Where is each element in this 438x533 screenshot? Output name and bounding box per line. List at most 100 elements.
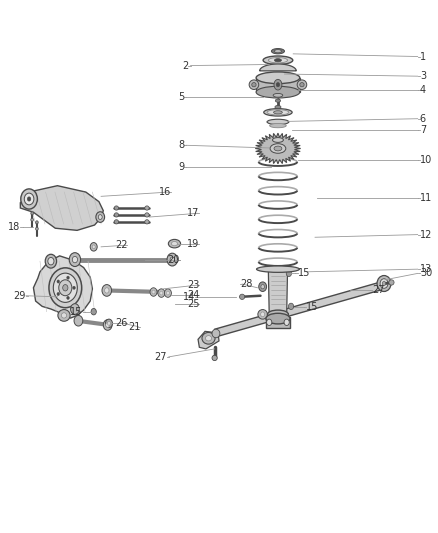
Ellipse shape: [274, 79, 282, 90]
Polygon shape: [260, 64, 296, 71]
Ellipse shape: [212, 329, 220, 338]
Text: 13: 13: [420, 264, 432, 274]
Ellipse shape: [102, 285, 112, 296]
Ellipse shape: [114, 220, 119, 224]
Ellipse shape: [377, 276, 391, 292]
Ellipse shape: [212, 356, 217, 361]
Ellipse shape: [274, 111, 283, 114]
Polygon shape: [256, 78, 300, 92]
Ellipse shape: [105, 288, 109, 293]
Ellipse shape: [267, 119, 289, 125]
Ellipse shape: [276, 83, 280, 87]
Ellipse shape: [268, 310, 288, 319]
Text: 7: 7: [420, 125, 426, 135]
Text: 15: 15: [297, 269, 310, 278]
Polygon shape: [198, 332, 219, 349]
Ellipse shape: [257, 266, 299, 272]
Ellipse shape: [382, 281, 386, 286]
Text: 3: 3: [420, 71, 426, 81]
Text: 18: 18: [8, 222, 20, 232]
Ellipse shape: [45, 254, 57, 268]
Ellipse shape: [256, 86, 300, 98]
Ellipse shape: [166, 291, 170, 295]
Ellipse shape: [27, 197, 31, 201]
Ellipse shape: [202, 333, 215, 344]
Ellipse shape: [48, 257, 54, 265]
Ellipse shape: [389, 280, 394, 285]
Ellipse shape: [96, 212, 105, 222]
Ellipse shape: [61, 313, 67, 318]
Ellipse shape: [270, 124, 286, 128]
Ellipse shape: [24, 193, 34, 205]
Text: 21: 21: [128, 321, 141, 332]
Ellipse shape: [107, 321, 110, 325]
Ellipse shape: [249, 80, 259, 90]
Text: 15: 15: [306, 302, 319, 312]
Text: 27: 27: [372, 286, 384, 295]
Ellipse shape: [171, 241, 177, 246]
Ellipse shape: [272, 49, 285, 54]
Polygon shape: [20, 185, 103, 230]
Ellipse shape: [106, 319, 113, 328]
Ellipse shape: [145, 206, 149, 210]
Text: 24: 24: [187, 289, 199, 300]
Ellipse shape: [158, 289, 165, 297]
Ellipse shape: [300, 83, 304, 87]
Ellipse shape: [288, 303, 293, 310]
Text: 15: 15: [71, 306, 83, 317]
Text: 11: 11: [420, 193, 432, 204]
Ellipse shape: [35, 221, 38, 224]
Ellipse shape: [152, 290, 155, 294]
Ellipse shape: [273, 93, 283, 97]
Ellipse shape: [57, 280, 60, 283]
Ellipse shape: [267, 110, 289, 115]
Text: 22: 22: [115, 240, 127, 250]
Ellipse shape: [167, 253, 177, 266]
Ellipse shape: [31, 212, 33, 215]
Ellipse shape: [114, 206, 119, 210]
Bar: [266, 317, 290, 328]
Ellipse shape: [72, 256, 78, 263]
Ellipse shape: [49, 268, 81, 308]
Ellipse shape: [106, 322, 110, 327]
Ellipse shape: [240, 294, 245, 300]
Ellipse shape: [73, 286, 75, 289]
Text: 17: 17: [187, 208, 199, 219]
Ellipse shape: [67, 296, 69, 300]
Ellipse shape: [58, 310, 70, 321]
Ellipse shape: [67, 276, 69, 279]
Ellipse shape: [284, 319, 289, 326]
Text: 2: 2: [182, 61, 188, 70]
Text: 10: 10: [420, 155, 432, 165]
Ellipse shape: [57, 293, 60, 296]
Ellipse shape: [261, 312, 265, 317]
Ellipse shape: [92, 245, 95, 249]
Ellipse shape: [261, 285, 265, 289]
Ellipse shape: [103, 320, 112, 330]
Ellipse shape: [71, 304, 79, 314]
Text: 4: 4: [420, 85, 426, 95]
Ellipse shape: [275, 50, 282, 53]
Text: 23: 23: [187, 280, 199, 290]
Ellipse shape: [98, 215, 102, 220]
Ellipse shape: [263, 56, 293, 64]
Ellipse shape: [145, 220, 149, 224]
Ellipse shape: [274, 146, 282, 151]
Text: 30: 30: [420, 269, 432, 278]
Text: 20: 20: [167, 255, 180, 264]
Text: 27: 27: [154, 352, 166, 362]
Text: 25: 25: [187, 298, 199, 309]
Ellipse shape: [59, 280, 72, 296]
Text: 1: 1: [420, 52, 426, 61]
Polygon shape: [268, 270, 288, 314]
Text: 26: 26: [115, 318, 127, 328]
Ellipse shape: [267, 319, 272, 326]
Ellipse shape: [91, 309, 96, 315]
Ellipse shape: [268, 58, 288, 63]
Text: 29: 29: [14, 290, 26, 301]
Ellipse shape: [259, 282, 267, 292]
Text: 5: 5: [178, 92, 184, 102]
Ellipse shape: [170, 257, 174, 262]
Ellipse shape: [264, 109, 292, 116]
Polygon shape: [33, 256, 92, 318]
